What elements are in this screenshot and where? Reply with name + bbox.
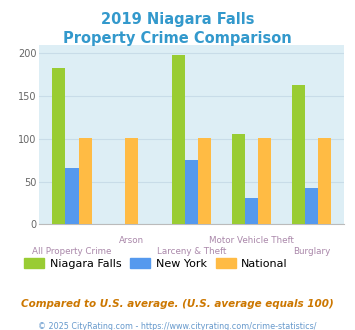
Bar <box>172 55 185 224</box>
Bar <box>305 187 318 224</box>
Bar <box>258 138 271 224</box>
Bar <box>292 85 305 224</box>
Text: 2019 Niagara Falls: 2019 Niagara Falls <box>101 12 254 26</box>
Bar <box>245 198 258 224</box>
Bar <box>198 138 212 224</box>
Text: Burglary: Burglary <box>293 247 330 256</box>
Text: Motor Vehicle Theft: Motor Vehicle Theft <box>209 236 294 246</box>
Bar <box>65 168 78 224</box>
Bar <box>125 138 138 224</box>
Bar <box>318 138 331 224</box>
Text: Arson: Arson <box>119 236 144 246</box>
Legend: Niagara Falls, New York, National: Niagara Falls, New York, National <box>20 253 292 273</box>
Text: All Property Crime: All Property Crime <box>32 247 112 256</box>
Bar <box>232 134 245 224</box>
Text: © 2025 CityRating.com - https://www.cityrating.com/crime-statistics/: © 2025 CityRating.com - https://www.city… <box>38 322 317 330</box>
Bar <box>78 138 92 224</box>
Text: Larceny & Theft: Larceny & Theft <box>157 247 226 256</box>
Text: Compared to U.S. average. (U.S. average equals 100): Compared to U.S. average. (U.S. average … <box>21 299 334 309</box>
Bar <box>52 68 65 224</box>
Text: Property Crime Comparison: Property Crime Comparison <box>63 31 292 46</box>
Bar <box>185 160 198 224</box>
